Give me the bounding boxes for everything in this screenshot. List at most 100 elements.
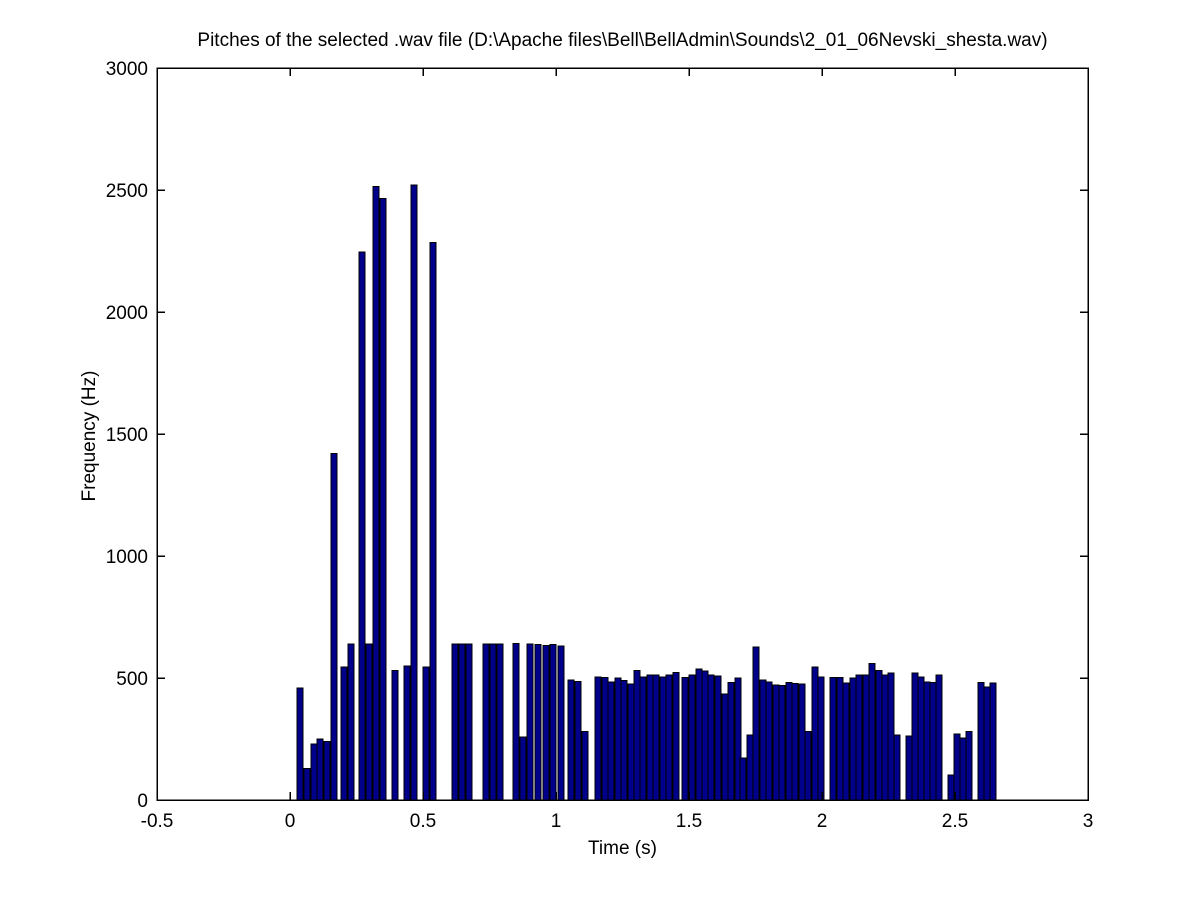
bar — [977, 682, 985, 801]
bar — [905, 735, 913, 801]
bar — [855, 674, 863, 801]
bar — [639, 676, 647, 801]
bar — [707, 674, 715, 801]
bar — [959, 737, 967, 801]
bar — [953, 733, 961, 801]
bar — [842, 682, 850, 801]
y-tick-label: 2500 — [106, 181, 148, 202]
bar — [581, 731, 589, 801]
bar — [534, 644, 542, 801]
bar — [759, 679, 767, 801]
bar — [695, 668, 703, 801]
bar — [410, 184, 418, 801]
bar — [316, 738, 324, 801]
bar — [739, 757, 747, 801]
y-tick-label: 2000 — [106, 303, 148, 324]
bar — [429, 241, 437, 801]
bar — [526, 643, 534, 801]
bar — [714, 675, 722, 801]
bar — [829, 676, 837, 801]
y-tick-label: 1000 — [106, 547, 148, 568]
x-tick-label: 3 — [1083, 811, 1094, 832]
bar — [489, 643, 497, 801]
x-tick-label: 1.5 — [676, 811, 702, 832]
bar — [365, 643, 373, 801]
bar — [917, 676, 925, 801]
bar — [817, 676, 825, 801]
bar — [659, 676, 667, 801]
bar — [465, 643, 473, 801]
bar — [330, 453, 338, 801]
bar — [721, 693, 729, 801]
bar — [303, 767, 311, 801]
bar — [875, 669, 883, 801]
bar — [688, 674, 696, 801]
bar — [804, 731, 812, 801]
y-tick-label: 500 — [116, 669, 148, 690]
bar — [887, 672, 895, 801]
bar — [340, 666, 348, 801]
bar — [496, 643, 504, 801]
bar — [557, 645, 565, 801]
x-axis-label: Time (s) — [588, 838, 657, 859]
bar — [778, 684, 786, 801]
y-tick-label: 1500 — [106, 425, 148, 446]
bar — [785, 682, 793, 801]
bar — [358, 251, 366, 801]
bar — [607, 681, 615, 801]
bar — [798, 683, 806, 801]
bar — [574, 680, 582, 801]
bar — [947, 774, 955, 801]
bar — [935, 674, 943, 801]
bar — [983, 686, 991, 801]
bar — [965, 731, 973, 801]
x-tick-label: 2 — [817, 811, 828, 832]
y-tick-label: 0 — [137, 791, 148, 812]
bar — [310, 743, 318, 801]
bar — [451, 643, 459, 801]
bar — [482, 643, 490, 801]
bar — [620, 679, 628, 801]
bar — [323, 740, 331, 801]
bar — [347, 643, 355, 801]
y-tick-label: 3000 — [106, 59, 148, 80]
bar — [881, 674, 889, 801]
bar — [652, 674, 660, 801]
bar — [989, 682, 997, 801]
bar — [752, 646, 760, 801]
x-tick-label: -0.5 — [141, 811, 174, 832]
bar — [665, 674, 673, 801]
bar — [791, 682, 799, 801]
x-tick-label: 2.5 — [942, 811, 968, 832]
bar — [391, 670, 399, 801]
bar — [458, 643, 466, 801]
bar — [849, 677, 857, 801]
bar — [422, 666, 430, 801]
bar — [862, 674, 870, 801]
bar — [567, 679, 575, 801]
bar — [727, 681, 735, 801]
x-tick-label: 0 — [285, 811, 296, 832]
bar — [296, 687, 304, 801]
bar — [403, 665, 411, 801]
bar — [614, 677, 622, 801]
bar — [893, 734, 901, 801]
bar — [519, 736, 527, 801]
bar — [672, 671, 680, 801]
bar — [646, 674, 654, 801]
bar — [868, 662, 876, 801]
bar — [372, 185, 380, 801]
bar — [627, 683, 635, 801]
bar — [701, 670, 709, 801]
bar — [929, 682, 937, 801]
bar — [772, 684, 780, 801]
bar — [746, 734, 754, 801]
bar — [601, 676, 609, 801]
bar — [542, 645, 550, 801]
chart-title: Pitches of the selected .wav file (D:\Ap… — [197, 30, 1048, 51]
bar — [923, 681, 931, 801]
x-tick-label: 0.5 — [410, 811, 436, 832]
bar — [681, 676, 689, 801]
